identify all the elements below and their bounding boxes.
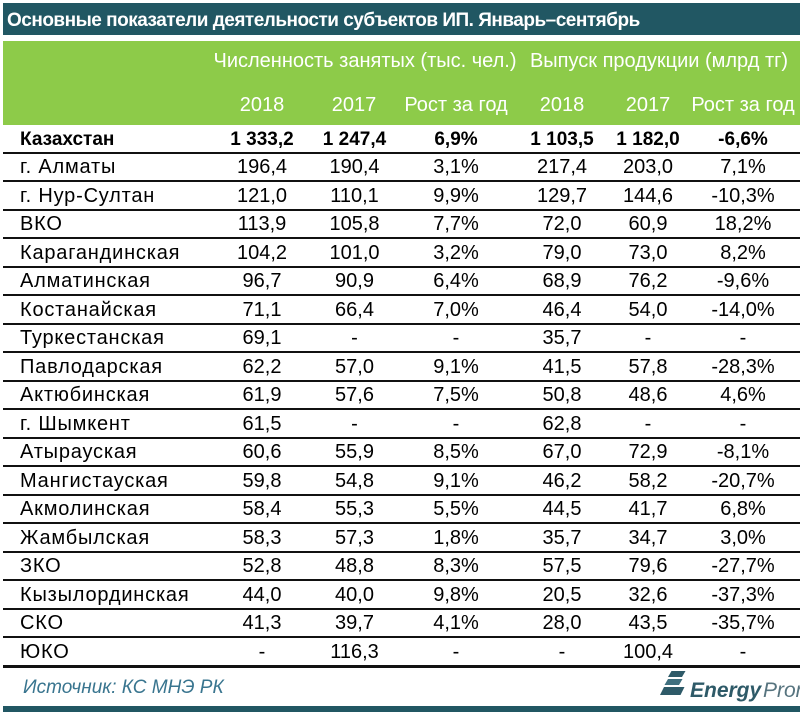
svg-text:Energy: Energy: [690, 679, 763, 702]
svg-text:Prom: Prom: [763, 679, 800, 702]
